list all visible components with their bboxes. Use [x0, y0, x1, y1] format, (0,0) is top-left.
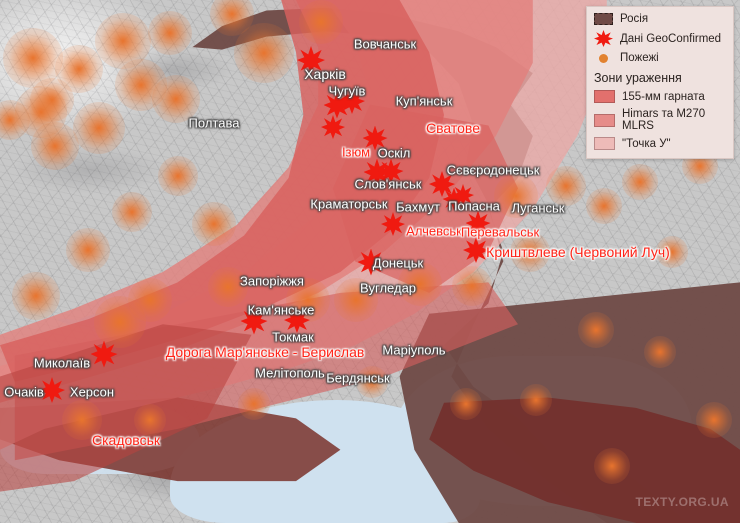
geoconfirmed-star-icon[interactable] [284, 307, 310, 333]
geoconfirmed-star-icon[interactable] [378, 158, 404, 184]
legend-label-zone: Himars та M270 MLRS [622, 108, 706, 132]
legend-item-zone: "Точка У" [594, 137, 726, 150]
legend-label-geoconfirmed: Дані GeoConfirmed [620, 32, 722, 45]
map-label: Куп'янськ [395, 93, 453, 109]
geoconfirmed-star-icon[interactable] [240, 307, 268, 335]
legend-item-fires: Пожежі [594, 52, 726, 64]
legend-label-zone: "Точка У" [622, 137, 671, 150]
map-label: Миколаїв [33, 355, 91, 371]
map-label: Мелітополь [255, 365, 325, 381]
map-label: Токмак [272, 329, 314, 345]
legend-label-zone: 155-мм гарната [622, 90, 705, 103]
geoconfirmed-star-icon[interactable] [90, 340, 118, 368]
map-label: Вовчанськ [353, 36, 417, 52]
map-label: Запоріжжя [240, 273, 304, 289]
map-label: Маріуполь [382, 342, 446, 358]
map-label: Полтава [188, 115, 240, 131]
legend-label-fires: Пожежі [620, 52, 659, 64]
zone-color-swatch-icon [594, 113, 615, 127]
zone-color-swatch-icon [594, 90, 615, 103]
legend-item-geoconfirmed: Дані GeoConfirmed [594, 30, 726, 47]
map-label: Попасна [448, 198, 500, 214]
map-label: Ізюм [341, 144, 371, 160]
map-label: Криштвлеве (Червоний Луч) [486, 244, 670, 260]
legend-item-russia: Росія [594, 13, 726, 25]
legend-item-zone: Himars та M270 MLRS [594, 108, 726, 132]
map-label: Луганськ [511, 200, 565, 216]
starburst-icon [594, 30, 613, 47]
map-legend[interactable]: Росія Дані GeoConfirmed Пожежі Зони ураж… [586, 6, 734, 159]
map-label: Харків [304, 66, 346, 82]
legend-label-russia: Росія [620, 13, 649, 25]
map-label: Вугледар [359, 280, 417, 296]
geoconfirmed-star-icon[interactable] [452, 184, 474, 206]
map-label: Перевальськ [460, 224, 540, 240]
map-label: Дорога Мар'янське - Берислав [165, 344, 365, 360]
map-label: Сєвєродонецьк [446, 162, 540, 178]
geoconfirmed-star-icon[interactable] [297, 46, 325, 74]
map-label: Оскіл [377, 145, 411, 161]
legend-item-zone: 155-мм гарната [594, 90, 726, 103]
map-label: Херсон [69, 384, 115, 400]
geoconfirmed-star-icon[interactable] [465, 210, 491, 236]
geoconfirmed-star-icon[interactable] [362, 125, 388, 151]
map-label: Краматорськ [310, 196, 388, 212]
geoconfirmed-star-icon[interactable] [39, 377, 65, 403]
geoconfirmed-star-icon[interactable] [357, 248, 385, 276]
map-label: Слов'янськ [354, 176, 422, 192]
map-label: Алчевськ [406, 223, 462, 239]
map-label: Скадовськ [92, 432, 160, 448]
map-label: Донецьк [372, 255, 424, 271]
map-label: Бердянськ [326, 370, 390, 386]
russia-territory-swatch-icon [594, 13, 613, 25]
map-label: Очаків [4, 384, 44, 400]
map-label: Сватове [426, 120, 480, 136]
legend-zone-list: 155-мм гарната Himars та M270 MLRS "Точка … [594, 90, 726, 150]
map-label: Кам'янське [247, 302, 315, 318]
fire-dot-icon [594, 52, 613, 64]
legend-section-title: Зони ураження [594, 71, 682, 85]
zone-color-swatch-icon [594, 137, 615, 150]
map-label: Бахмут [396, 199, 440, 215]
map-label: Чугуїв [328, 83, 366, 99]
